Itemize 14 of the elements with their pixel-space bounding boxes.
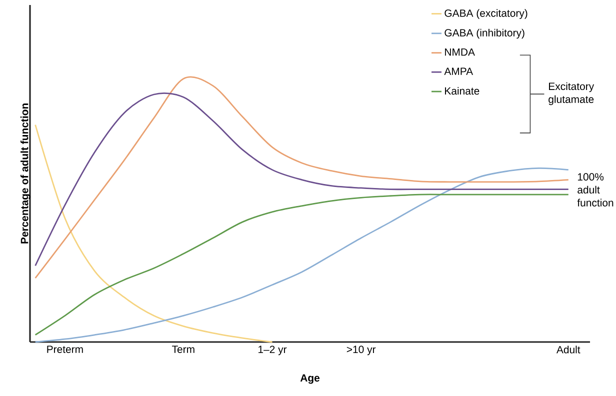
legend-label: NMDA bbox=[445, 48, 475, 56]
legend-label: GABA (excitatory) bbox=[444, 9, 528, 19]
x-tick-label: Preterm bbox=[47, 346, 83, 353]
x-tick-label: Term bbox=[172, 346, 194, 353]
x-tick-label: >10 yr bbox=[346, 346, 376, 356]
x-axis-title: Age bbox=[300, 374, 320, 384]
x-tick-label: Adult bbox=[556, 346, 580, 354]
annotation: Excitatory glutamate bbox=[548, 82, 594, 106]
y-axis-title: Percentage of adult function bbox=[20, 104, 30, 244]
legend-label: Kainate bbox=[445, 86, 480, 95]
legend-label: GABA (inhibitory) bbox=[444, 28, 524, 39]
x-tick-label: 1–2 yr bbox=[258, 346, 287, 356]
annotation: 100% adult function bbox=[577, 173, 614, 206]
legend-label: AMPA bbox=[444, 68, 474, 75]
